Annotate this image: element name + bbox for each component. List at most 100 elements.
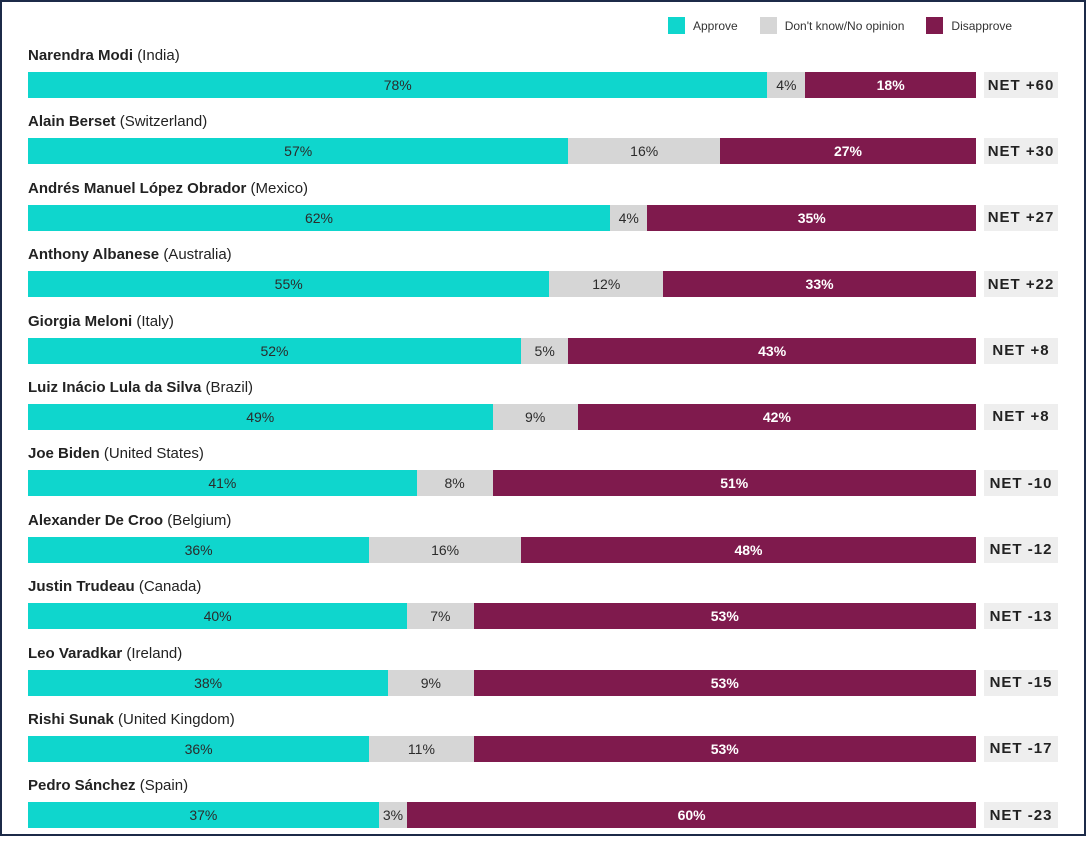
- leader-name: Alain Berset: [28, 113, 116, 131]
- bar-segment-disapprove: 48%: [520, 536, 976, 563]
- leader-country: (United States): [103, 445, 204, 463]
- bar-segment-disapprove: 51%: [492, 470, 976, 497]
- leader-name: Rishi Sunak: [28, 710, 114, 728]
- bar-segment-dk: 9%: [388, 669, 474, 696]
- row-label: Alain Berset (Switzerland): [28, 113, 207, 130]
- legend-swatch-disapprove: [926, 17, 944, 34]
- bar-segment-dk: 4%: [767, 72, 806, 98]
- chart-row: Pedro Sánchez (Spain) 37% 3% 60% NET -23: [26, 776, 1062, 842]
- leader-name: Pedro Sánchez: [28, 777, 136, 795]
- bar-segment-dk: 16%: [568, 138, 721, 165]
- legend-item-dk: Don't know/No opinion: [759, 17, 905, 34]
- chart-row: Narendra Modi (India) 78% 4% 18% NET +60: [26, 46, 1062, 112]
- leader-name: Justin Trudeau: [28, 578, 135, 596]
- leader-name: Andrés Manuel López Obrador: [28, 179, 247, 197]
- legend-label-disapprove: Disapprove: [951, 18, 1013, 33]
- leader-country: (Ireland): [126, 644, 183, 662]
- leader-country: (Spain): [139, 777, 189, 795]
- bar-segment-dk: 8%: [416, 470, 493, 497]
- legend-item-approve: Approve: [668, 17, 738, 34]
- stacked-bar: 40% 7% 53%: [28, 603, 976, 630]
- net-score-badge: NET +8: [984, 403, 1058, 430]
- bar-segment-dk: 7%: [407, 603, 474, 630]
- net-score-badge: NET +8: [984, 337, 1058, 364]
- net-score-badge: NET -12: [984, 536, 1058, 563]
- stacked-bar: 57% 16% 27%: [28, 138, 976, 165]
- bar-segment-dk: 3%: [378, 802, 408, 829]
- leader-name: Anthony Albanese: [28, 246, 160, 264]
- net-score-badge: NET -17: [984, 735, 1058, 762]
- bar-segment-approve: 38%: [28, 669, 389, 696]
- bar-segment-dk: 12%: [549, 271, 664, 298]
- leader-country: (India): [137, 47, 180, 64]
- leader-country: (Brazil): [205, 378, 254, 396]
- legend: Approve Don't know/No opinion Disapprove: [668, 17, 1084, 34]
- stacked-bar: 41% 8% 51%: [28, 470, 976, 497]
- net-score-badge: NET -13: [984, 603, 1058, 630]
- chart-row: Giorgia Meloni (Italy) 52% 5% 43% NET +8: [26, 312, 1062, 378]
- chart-row: Joe Biden (United States) 41% 8% 51% NET -10: [26, 444, 1062, 510]
- chart-row: Luiz Inácio Lula da Silva (Brazil) 49% 9% 4…: [26, 378, 1062, 444]
- row-label: Anthony Albanese (Australia): [28, 246, 232, 263]
- bar-segment-disapprove: 53%: [473, 603, 976, 630]
- bar-segment-approve: 37%: [28, 802, 379, 829]
- row-label: Andrés Manuel López Obrador (Mexico): [28, 180, 308, 197]
- stacked-bar: 78% 4% 18%: [28, 72, 976, 98]
- leader-country: (Belgium): [167, 511, 232, 529]
- leader-country: (Australia): [163, 246, 232, 264]
- leader-name: Luiz Inácio Lula da Silva: [28, 378, 202, 396]
- stacked-bar: 62% 4% 35%: [28, 204, 976, 231]
- net-score-badge: NET -23: [984, 802, 1058, 829]
- bar-segment-dk: 11%: [369, 735, 474, 762]
- chart-row: Alexander De Croo (Belgium) 36% 16% 48% NET …: [26, 511, 1062, 577]
- leader-country: (Switzerland): [119, 113, 208, 131]
- row-label: Luiz Inácio Lula da Silva (Brazil): [28, 379, 253, 396]
- bar-segment-disapprove: 53%: [473, 735, 976, 762]
- bar-segment-dk: 9%: [492, 403, 578, 430]
- stacked-bar: 36% 11% 53%: [28, 735, 976, 762]
- bar-segment-approve: 78%: [28, 72, 768, 98]
- bar-segment-disapprove: 42%: [577, 403, 976, 430]
- net-score-badge: NET +30: [984, 138, 1058, 165]
- legend-label-dk: Don't know/No opinion: [784, 18, 905, 33]
- leader-country: (Canada): [138, 578, 202, 596]
- bar-segment-approve: 40%: [28, 603, 408, 630]
- net-score-badge: NET +27: [984, 204, 1058, 231]
- bar-segment-disapprove: 53%: [473, 669, 976, 696]
- chart-row: Leo Varadkar (Ireland) 38% 9% 53% NET -15: [26, 644, 1062, 710]
- leader-country: (United Kingdom): [118, 710, 235, 728]
- bar-segment-disapprove: 27%: [720, 138, 976, 165]
- chart-row: Alain Berset (Switzerland) 57% 16% 27% NET +…: [26, 112, 1062, 178]
- legend-swatch-approve: [668, 17, 685, 34]
- chart-row: Rishi Sunak (United Kingdom) 36% 11% 53% NET…: [26, 710, 1062, 776]
- bar-segment-approve: 57%: [28, 138, 569, 165]
- bar-segment-disapprove: 60%: [407, 802, 976, 829]
- bar-segment-approve: 55%: [28, 271, 550, 298]
- net-score-badge: NET +22: [984, 271, 1058, 298]
- stacked-bar: 36% 16% 48%: [28, 536, 976, 563]
- stacked-bar: 52% 5% 43%: [28, 337, 976, 364]
- bar-segment-dk: 4%: [609, 204, 648, 231]
- bar-segment-disapprove: 35%: [647, 204, 976, 231]
- bar-segment-disapprove: 43%: [568, 337, 976, 364]
- chart-rows: Narendra Modi (India) 78% 4% 18% NET +60 Alai…: [26, 46, 1062, 843]
- bar-segment-approve: 41%: [28, 470, 417, 497]
- bar-segment-approve: 36%: [28, 735, 370, 762]
- stacked-bar: 38% 9% 53%: [28, 669, 976, 696]
- row-label: Justin Trudeau (Canada): [28, 578, 201, 595]
- row-label: Pedro Sánchez (Spain): [28, 777, 188, 794]
- leader-name: Alexander De Croo: [28, 511, 164, 529]
- bar-segment-approve: 36%: [28, 536, 370, 563]
- net-score-badge: NET -10: [984, 470, 1058, 497]
- leader-name: Narendra Modi: [28, 47, 134, 64]
- bar-segment-disapprove: 18%: [805, 72, 976, 98]
- bar-segment-approve: 52%: [28, 337, 521, 364]
- stacked-bar: 55% 12% 33%: [28, 271, 976, 298]
- legend-item-disapprove: Disapprove: [926, 17, 1012, 34]
- leader-name: Leo Varadkar: [28, 644, 123, 662]
- leader-name: Joe Biden: [28, 445, 100, 463]
- row-label: Joe Biden (United States): [28, 445, 204, 462]
- legend-swatch-dk: [759, 17, 777, 34]
- chart-row: Andrés Manuel López Obrador (Mexico) 62% 4…: [26, 179, 1062, 245]
- leader-country: (Italy): [136, 312, 174, 330]
